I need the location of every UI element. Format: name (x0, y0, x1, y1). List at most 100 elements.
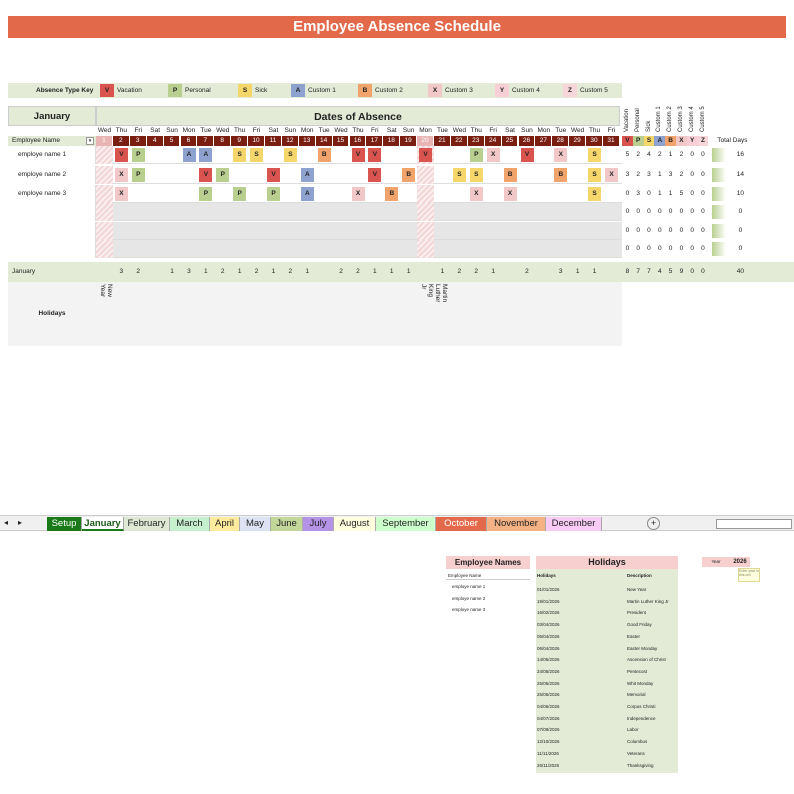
absence-mark-v[interactable]: V (368, 168, 382, 182)
total-days-cell: 0 (738, 227, 743, 234)
tab-scroll-left-icon[interactable]: ◂ (4, 518, 9, 527)
filter-dropdown-icon[interactable]: ▾ (86, 137, 94, 145)
absence-mark-b[interactable]: B (554, 168, 568, 182)
employee-name-cell[interactable]: employe name 2 (8, 166, 96, 184)
absence-mark-p[interactable]: P (267, 187, 280, 201)
absence-mark-x[interactable]: X (486, 148, 500, 162)
total-days-bar (712, 242, 727, 256)
absence-mark-x[interactable]: X (605, 168, 618, 182)
absence-mark-a[interactable]: A (300, 187, 314, 201)
absence-count-cell: 0 (625, 208, 630, 215)
absence-mark-x[interactable]: X (469, 187, 483, 201)
day-total-cell: 2 (474, 268, 479, 275)
sheet-tab-december[interactable]: December (546, 517, 602, 531)
add-sheet-icon[interactable]: + (647, 517, 660, 530)
holiday-column-shade (417, 222, 434, 240)
sheet-tab-january[interactable]: January (82, 517, 124, 531)
day-total-cell: 1 (271, 268, 276, 275)
horizontal-scrollbar[interactable] (716, 519, 792, 529)
employee-name-entry[interactable]: employe name 1 (452, 584, 486, 589)
summary-header-0: Vacation (624, 109, 630, 132)
absence-mark-s[interactable]: S (250, 148, 264, 162)
absence-mark-s[interactable]: S (283, 148, 297, 162)
absence-mark-s[interactable]: S (588, 168, 602, 182)
absence-mark-x[interactable]: X (114, 187, 128, 201)
absence-mark-v[interactable]: V (351, 148, 365, 162)
absence-mark-v[interactable]: V (199, 168, 213, 182)
employee-name-cell[interactable]: employe name 1 (8, 146, 96, 164)
sheet-tab-april[interactable]: April (210, 517, 240, 531)
sheet-tab-august[interactable]: August (334, 517, 376, 531)
day-total-cell: 2 (457, 268, 462, 275)
holiday-description: Memorial (627, 692, 646, 698)
absence-mark-b[interactable]: B (385, 187, 399, 201)
date-header: 14 (315, 136, 333, 146)
absence-mark-v[interactable]: V (267, 168, 280, 182)
employee-name-cell[interactable] (8, 203, 96, 221)
absence-mark-a[interactable]: A (182, 148, 196, 162)
absence-mark-p[interactable]: P (131, 148, 145, 162)
day-of-week-header: Sat (150, 127, 161, 134)
absence-mark-b[interactable]: B (503, 168, 517, 182)
month-label: January (8, 106, 96, 126)
absence-mark-p[interactable]: P (233, 187, 247, 201)
absence-mark-s[interactable]: S (588, 148, 602, 162)
absence-mark-v[interactable]: V (368, 148, 382, 162)
absence-mark-b[interactable]: B (317, 148, 331, 162)
date-header: 25 (501, 136, 519, 146)
date-header: 28 (552, 136, 570, 146)
absence-mark-s[interactable]: S (469, 168, 483, 182)
absence-mark-p[interactable]: P (469, 148, 483, 162)
absence-mark-s[interactable]: S (452, 168, 466, 182)
employee-name-entry[interactable]: employe name 2 (452, 595, 486, 601)
absence-mark-p[interactable]: P (216, 168, 230, 182)
sheet-tab-setup[interactable]: Setup (47, 517, 82, 531)
sheet-tab-february[interactable]: February (124, 517, 170, 531)
absence-mark-p[interactable]: P (199, 187, 213, 201)
holiday-description: Easter Monday (627, 645, 658, 651)
absence-mark-b[interactable]: B (402, 168, 416, 182)
sheet-tab-september[interactable]: September (376, 517, 436, 531)
absence-count-cell: 0 (647, 190, 651, 197)
absence-count-cell: 0 (625, 245, 630, 252)
sheet-tab-march[interactable]: March (170, 517, 210, 531)
absence-mark-s[interactable]: S (588, 187, 602, 201)
day-of-week-header: Mon (300, 127, 314, 134)
description-column-header: Description (627, 573, 652, 578)
employee-name-cell[interactable] (8, 240, 96, 258)
tab-scroll-right-icon[interactable]: ▸ (18, 518, 23, 527)
employee-name-cell[interactable] (8, 222, 96, 240)
sheet-tab-july[interactable]: July (303, 517, 334, 531)
absence-mark-x[interactable]: X (554, 148, 568, 162)
absence-mark-v[interactable]: V (520, 148, 534, 162)
holiday-date: 04/07/2026 (537, 715, 560, 721)
absence-count-cell: 5 (679, 190, 684, 197)
absence-mark-a[interactable]: A (300, 168, 314, 182)
absence-mark-v[interactable]: V (419, 148, 433, 162)
absence-count-cell: 0 (657, 245, 662, 252)
day-of-week-header: Tue (318, 127, 330, 134)
absence-mark-a[interactable]: A (199, 148, 213, 162)
absence-mark-p[interactable]: P (131, 168, 145, 182)
year-input[interactable]: 2026 (730, 557, 750, 567)
date-header: 26 (518, 136, 536, 146)
absence-mark-x[interactable]: X (114, 168, 128, 182)
holiday-column-shade (96, 146, 113, 164)
date-header: 27 (535, 136, 553, 146)
day-of-week-header: Sun (166, 127, 178, 134)
summary-header-2: Sick (645, 120, 652, 132)
employee-name-entry[interactable]: employe name 3 (452, 607, 486, 613)
sheet-tab-october[interactable]: October (436, 517, 487, 531)
absence-mark-s[interactable]: S (233, 148, 247, 162)
sheet-tab-may[interactable]: May (240, 517, 271, 531)
sheet-tab-june[interactable]: June (271, 517, 303, 531)
absence-mark-x[interactable]: X (351, 187, 365, 201)
absence-mark-x[interactable]: X (503, 187, 517, 201)
sheet-tab-november[interactable]: November (487, 517, 546, 531)
total-count-cell: 0 (701, 268, 705, 275)
date-header: 12 (281, 136, 299, 146)
absence-mark-v[interactable]: V (114, 148, 128, 162)
day-total-cell: 1 (406, 268, 411, 275)
absence-count-cell: 0 (647, 208, 651, 215)
employee-name-cell[interactable]: employe name 3 (8, 185, 96, 203)
